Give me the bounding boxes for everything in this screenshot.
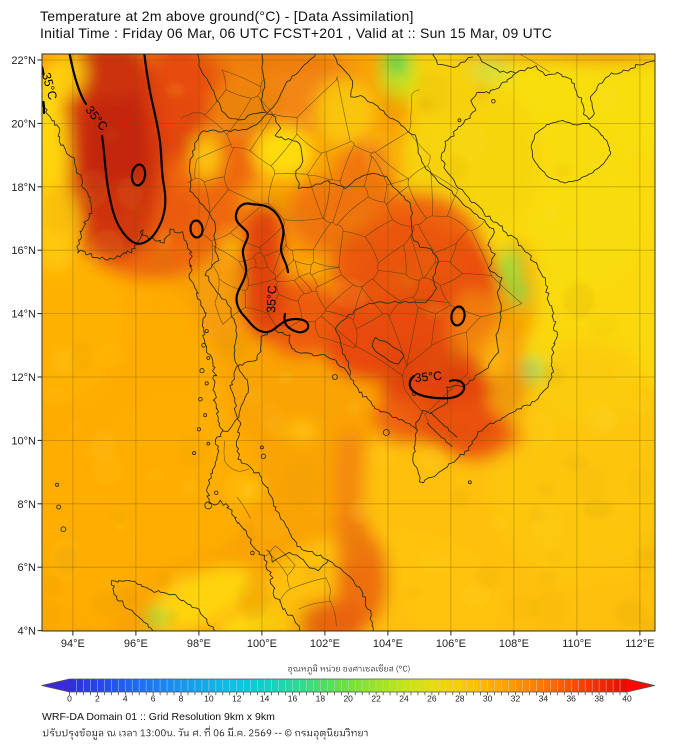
svg-text:35°C: 35°C	[414, 369, 443, 385]
svg-text:35°C: 35°C	[39, 71, 60, 101]
svg-text:0: 0	[67, 694, 72, 704]
svg-text:34: 34	[539, 694, 549, 704]
svg-text:6: 6	[151, 694, 156, 704]
svg-text:20: 20	[343, 694, 353, 704]
svg-text:20°N: 20°N	[11, 118, 36, 130]
svg-text:22°N: 22°N	[11, 55, 36, 67]
svg-text:32: 32	[511, 694, 521, 704]
svg-text:8: 8	[179, 694, 184, 704]
svg-text:110°E: 110°E	[562, 638, 591, 650]
svg-text:WRF-DA Domain 01 :: Grid Resol: WRF-DA Domain 01 :: Grid Resolution 9km …	[42, 711, 275, 723]
svg-text:4°N: 4°N	[18, 626, 37, 638]
svg-text:8°N: 8°N	[18, 499, 37, 511]
svg-text:108°E: 108°E	[499, 638, 529, 650]
svg-text:106°E: 106°E	[436, 638, 466, 650]
svg-text:2: 2	[95, 694, 100, 704]
svg-text:96°E: 96°E	[124, 638, 148, 650]
svg-text:26: 26	[427, 694, 437, 704]
svg-text:24: 24	[399, 694, 409, 704]
svg-text:12°N: 12°N	[11, 372, 36, 384]
svg-text:16: 16	[288, 694, 298, 704]
svg-text:36: 36	[566, 694, 576, 704]
svg-text:Initial Time : Friday 06 Mar,: Initial Time : Friday 06 Mar, 06 UTC FCS…	[40, 25, 552, 41]
svg-text:18°N: 18°N	[11, 182, 36, 194]
svg-text:14: 14	[260, 694, 270, 704]
svg-text:112°E: 112°E	[625, 638, 654, 650]
svg-text:28: 28	[455, 694, 465, 704]
svg-text:104°E: 104°E	[373, 638, 403, 650]
svg-text:16°N: 16°N	[11, 245, 36, 257]
svg-text:100°E: 100°E	[247, 638, 277, 650]
svg-text:Temperature at 2m above ground: Temperature at 2m above ground(°C) - [Da…	[40, 8, 414, 24]
svg-text:14°N: 14°N	[11, 309, 36, 321]
svg-text:40: 40	[622, 694, 632, 704]
svg-text:30: 30	[483, 694, 493, 704]
svg-text:6°N: 6°N	[18, 562, 37, 574]
svg-text:38: 38	[594, 694, 604, 704]
svg-text:102°E: 102°E	[310, 638, 340, 650]
svg-text:98°E: 98°E	[187, 638, 211, 650]
svg-text:35°C: 35°C	[264, 285, 279, 313]
svg-text:12: 12	[232, 694, 242, 704]
svg-text:94°E: 94°E	[61, 638, 85, 650]
svg-text:10: 10	[204, 694, 214, 704]
svg-text:4: 4	[123, 694, 128, 704]
svg-text:10°N: 10°N	[11, 435, 36, 447]
svg-text:22: 22	[371, 694, 381, 704]
svg-text:18: 18	[316, 694, 326, 704]
